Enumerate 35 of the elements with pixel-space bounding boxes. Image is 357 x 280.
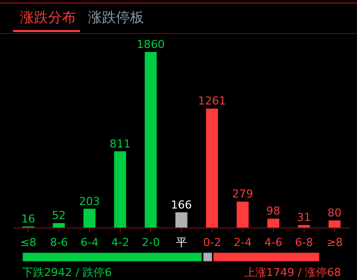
- data-label: 1860: [136, 38, 165, 51]
- bar: [206, 108, 218, 228]
- text: 涨跌分布: [20, 9, 76, 27]
- x-tick-label: 0-2: [203, 236, 222, 249]
- data-label: 1261: [198, 94, 226, 108]
- x-tick-label: 6-8: [295, 236, 314, 249]
- bar: [83, 208, 96, 228]
- bar: [328, 220, 341, 228]
- data-label: 811: [110, 137, 131, 150]
- text: 涨跌停板: [88, 9, 144, 27]
- x-tick-label: 8-6: [50, 236, 68, 249]
- x-tick-label: 4-6: [264, 236, 282, 249]
- x-tick-label: 平: [176, 236, 187, 249]
- data-label: 31: [296, 211, 311, 224]
- bar: [114, 151, 126, 228]
- data-label: 52: [52, 209, 66, 222]
- x-tick-label: 6-4: [80, 236, 99, 249]
- text: 下跌2942 / 跌停6: [22, 265, 112, 280]
- data-label: 166: [170, 198, 192, 212]
- x-tick-label: 4-2: [111, 236, 130, 249]
- x-tick-label: 2-4: [234, 236, 252, 249]
- data-label: 98: [266, 204, 280, 218]
- bar: [52, 223, 65, 228]
- bar: [236, 202, 249, 228]
- data-label: 203: [78, 194, 100, 208]
- data-label: 279: [232, 188, 254, 201]
- x-tick-label: ≤8: [20, 236, 36, 249]
- data-label: 80: [328, 206, 342, 220]
- data-label: 16: [21, 212, 36, 226]
- bar: [175, 212, 188, 228]
- bar: [267, 218, 280, 228]
- text: 上涨1749 / 涨停68: [244, 265, 341, 280]
- x-tick-label: ≥8: [326, 236, 343, 249]
- x-tick-label: 2-0: [142, 236, 160, 249]
- bar: [144, 52, 157, 228]
